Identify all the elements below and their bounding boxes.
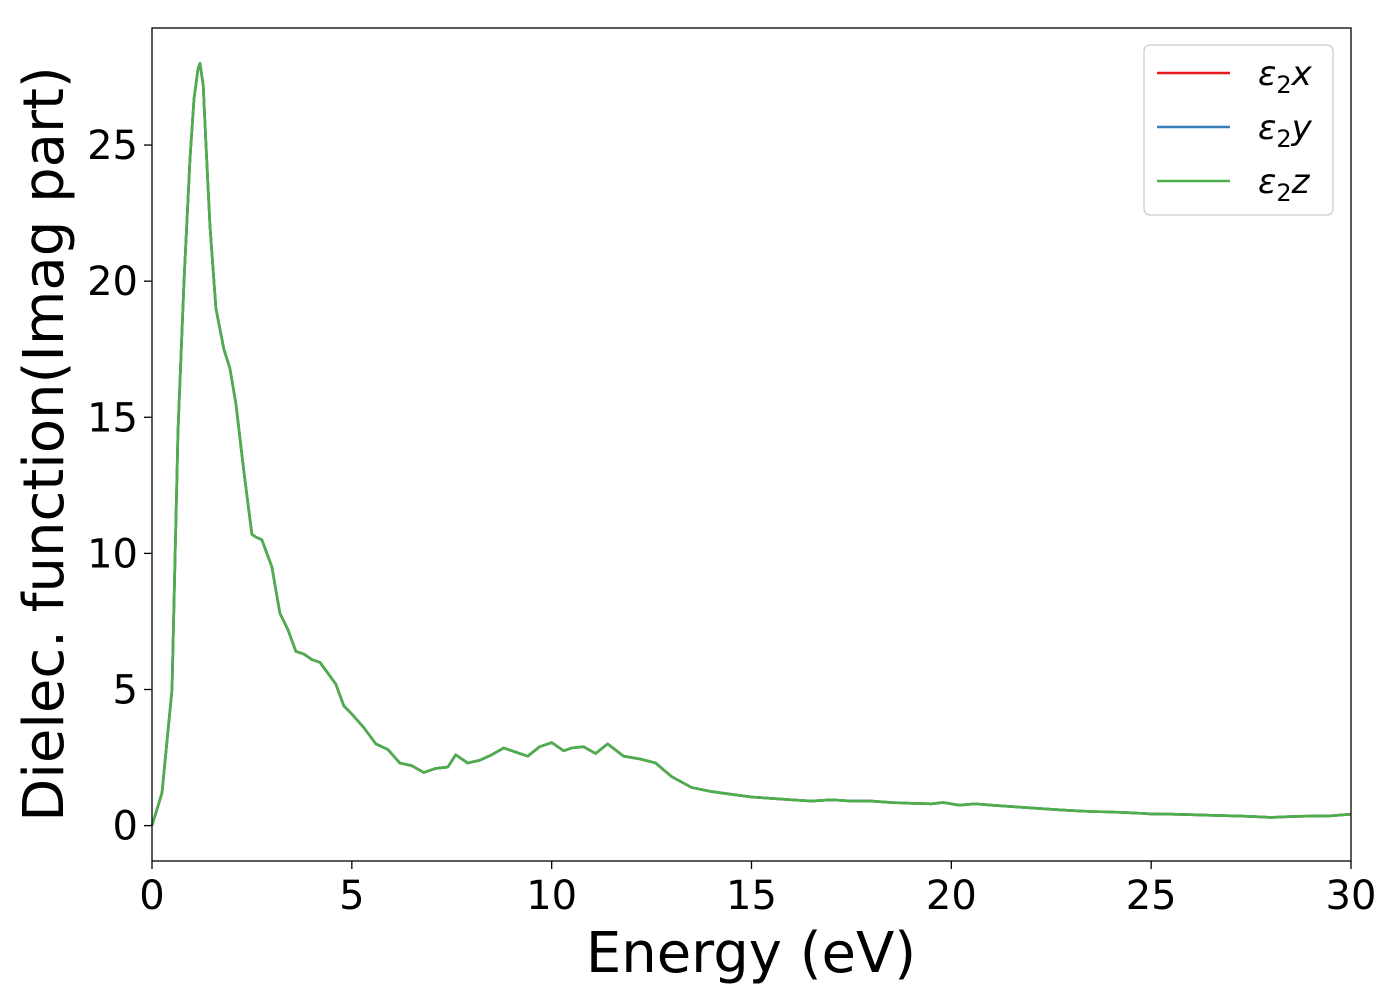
- y-tick-label: 20: [87, 259, 138, 305]
- legend-subscript: 2: [1276, 71, 1291, 99]
- x-axis-ticks: 0 5 10 15 20 25 30: [139, 861, 1376, 919]
- legend-symbol: ε: [1258, 162, 1276, 202]
- x-tick-label: 15: [726, 873, 777, 919]
- x-axis-label: Energy (eV): [586, 921, 916, 986]
- series-line-z: [150, 62, 1352, 826]
- y-axis-ticks: 0 5 10 15 20 25: [87, 123, 152, 850]
- legend-box: [1143, 44, 1334, 216]
- series-layer: [150, 62, 1352, 826]
- y-tick-label: 10: [87, 531, 138, 577]
- legend-subscript: 2: [1276, 125, 1291, 153]
- legend-axis: x: [1291, 54, 1313, 94]
- legend-label: ε2z: [1258, 162, 1311, 207]
- legend-axis: z: [1291, 162, 1311, 202]
- y-tick-label: 0: [113, 804, 138, 850]
- legend-symbol: ε: [1258, 108, 1276, 148]
- legend-axis: y: [1291, 108, 1313, 148]
- y-tick-label: 25: [87, 123, 138, 169]
- x-tick-label: 25: [1126, 873, 1177, 919]
- y-axis-label: Dielec. function(Imag part): [12, 66, 77, 822]
- y-tick-label: 5: [113, 668, 138, 714]
- y-tick-label: 15: [87, 395, 138, 441]
- legend-label: ε2x: [1258, 54, 1313, 99]
- x-tick-label: 20: [926, 873, 977, 919]
- x-tick-label: 5: [339, 873, 364, 919]
- legend-subscript: 2: [1276, 179, 1291, 207]
- x-tick-label: 30: [1326, 873, 1377, 919]
- legend-symbol: ε: [1258, 54, 1276, 94]
- x-tick-label: 0: [139, 873, 164, 919]
- x-tick-label: 10: [526, 873, 577, 919]
- legend-label: ε2y: [1258, 108, 1313, 153]
